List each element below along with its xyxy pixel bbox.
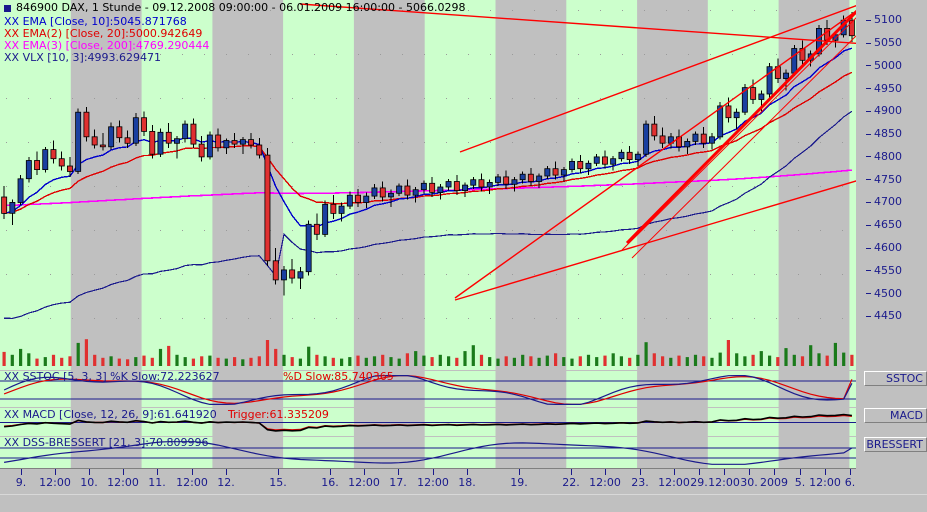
sstoc-legend-k[interactable]: XX SSTOC [5, 3, 3] %K Slow:72.223627 xyxy=(4,370,220,383)
price-axis-tick: 4450 xyxy=(866,309,902,322)
plate-dss[interactable]: BRESSERT xyxy=(864,437,927,452)
time-axis-label: 10. xyxy=(80,476,98,489)
price-axis-tick: 4900 xyxy=(866,104,902,117)
time-axis-tick xyxy=(605,469,606,475)
time-axis-tick xyxy=(364,469,365,475)
dss-bressert-indicator-panel[interactable] xyxy=(0,437,856,468)
time-axis-label: 30. xyxy=(740,476,758,489)
time-axis-tick xyxy=(724,469,725,475)
time-axis-label: 6. xyxy=(844,476,856,489)
legend-vlx[interactable]: XX VLX [10, 3]:4993.629471 xyxy=(4,51,162,64)
time-axis-tick xyxy=(749,469,750,475)
time-axis-tick xyxy=(800,469,801,475)
price-axis-tick: 4850 xyxy=(866,127,902,140)
time-axis-label: 29. xyxy=(690,476,708,489)
price-axis-tick: 4800 xyxy=(866,150,902,163)
sstoc-svg xyxy=(0,371,856,407)
time-axis-label: 19. xyxy=(510,476,528,489)
instrument-swatch-icon xyxy=(4,4,11,12)
time-axis-label: 12:00 xyxy=(348,476,380,489)
price-axis-tick: 4750 xyxy=(866,173,902,186)
time-axis-tick xyxy=(89,469,90,475)
status-bar: www.tradesignal.com xyxy=(0,494,927,512)
time-axis-label: 16. xyxy=(321,476,339,489)
time-axis-label: 12. xyxy=(217,476,235,489)
dss-svg xyxy=(0,437,856,468)
price-axis-gutter[interactable] xyxy=(856,0,927,470)
chart-title-bar: 846900 DAX, 1 Stunde - 09.12.2008 09:00:… xyxy=(4,1,465,14)
page-title: 846900 DAX, 1 Stunde - 09.12.2008 09:00:… xyxy=(16,1,466,14)
time-axis-tick xyxy=(433,469,434,475)
time-axis-label: 15. xyxy=(269,476,287,489)
time-axis-label: 18. xyxy=(458,476,476,489)
macd-legend-value[interactable]: XX MACD [Close, 12, 26, 9]:61.641920 xyxy=(4,408,217,421)
time-axis-label: 12:00 xyxy=(417,476,449,489)
time-axis-tick xyxy=(467,469,468,475)
time-axis-tick xyxy=(640,469,641,475)
time-axis[interactable]: 9. 12:00 10. 12:00 11. 12:00 12. 15. 16. 12:00 17.… xyxy=(0,468,856,495)
price-chart-panel[interactable] xyxy=(0,0,856,370)
time-axis-label: 22. xyxy=(562,476,580,489)
price-chart-svg xyxy=(0,0,856,370)
price-axis-tick: 4550 xyxy=(866,264,902,277)
price-axis-tick: 4650 xyxy=(866,218,902,231)
time-axis-label: 11. xyxy=(148,476,166,489)
macd-svg xyxy=(0,408,856,436)
time-axis-tick xyxy=(21,469,22,475)
time-axis-label: 12:00 xyxy=(708,476,740,489)
time-axis-label: 12:00 xyxy=(176,476,208,489)
time-axis-tick xyxy=(674,469,675,475)
legend-ema-20[interactable]: XX EMA(2) [Close, 20]:5000.942649 xyxy=(4,27,203,40)
sstoc-indicator-panel[interactable] xyxy=(0,371,856,407)
time-axis-label: 5. xyxy=(794,476,806,489)
time-axis-label: 12:00 xyxy=(809,476,841,489)
time-axis-tick xyxy=(699,469,700,475)
price-axis-tick: 4600 xyxy=(866,241,902,254)
time-axis-label: 2009 xyxy=(760,476,788,489)
time-axis-tick xyxy=(774,469,775,475)
time-axis-tick xyxy=(157,469,158,475)
time-axis-tick xyxy=(330,469,331,475)
sstoc-legend-d[interactable]: %D Slow:85.740365 xyxy=(283,370,394,383)
price-axis-tick: 5100 xyxy=(866,13,902,26)
legend-ema-200[interactable]: XX EMA(3) [Close, 200]:4769.290444 xyxy=(4,39,210,52)
time-axis-tick xyxy=(519,469,520,475)
time-axis-tick xyxy=(571,469,572,475)
macd-legend-trigger[interactable]: Trigger:61.335209 xyxy=(228,408,329,421)
time-axis-tick xyxy=(55,469,56,475)
plate-sstoc[interactable]: SSTOC xyxy=(864,371,927,386)
time-axis-tick xyxy=(192,469,193,475)
price-axis-tick: 4950 xyxy=(866,82,902,95)
price-axis-tick: 5050 xyxy=(866,36,902,49)
time-axis-tick xyxy=(226,469,227,475)
dss-legend[interactable]: XX DSS-BRESSERT [21, 3]:70.809996 xyxy=(4,436,209,449)
time-axis-tick xyxy=(825,469,826,475)
time-axis-tick xyxy=(398,469,399,475)
plate-macd[interactable]: MACD xyxy=(864,408,927,423)
time-axis-label: 17. xyxy=(389,476,407,489)
time-axis-label: 12:00 xyxy=(39,476,71,489)
time-axis-tick xyxy=(850,469,851,475)
legend-ema-10[interactable]: XX EMA [Close, 10]:5045.871768 xyxy=(4,15,187,28)
time-axis-tick xyxy=(123,469,124,475)
time-axis-label: 9. xyxy=(15,476,27,489)
macd-indicator-panel[interactable] xyxy=(0,408,856,436)
time-axis-label: 12:00 xyxy=(589,476,621,489)
price-axis-tick: 4500 xyxy=(866,287,902,300)
time-axis-tick xyxy=(278,469,279,475)
price-axis-tick: 4700 xyxy=(866,195,902,208)
time-axis-label: 12:00 xyxy=(107,476,139,489)
time-axis-label: 23. xyxy=(631,476,649,489)
price-axis-tick: 5000 xyxy=(866,59,902,72)
time-axis-label: 12:00 xyxy=(658,476,690,489)
